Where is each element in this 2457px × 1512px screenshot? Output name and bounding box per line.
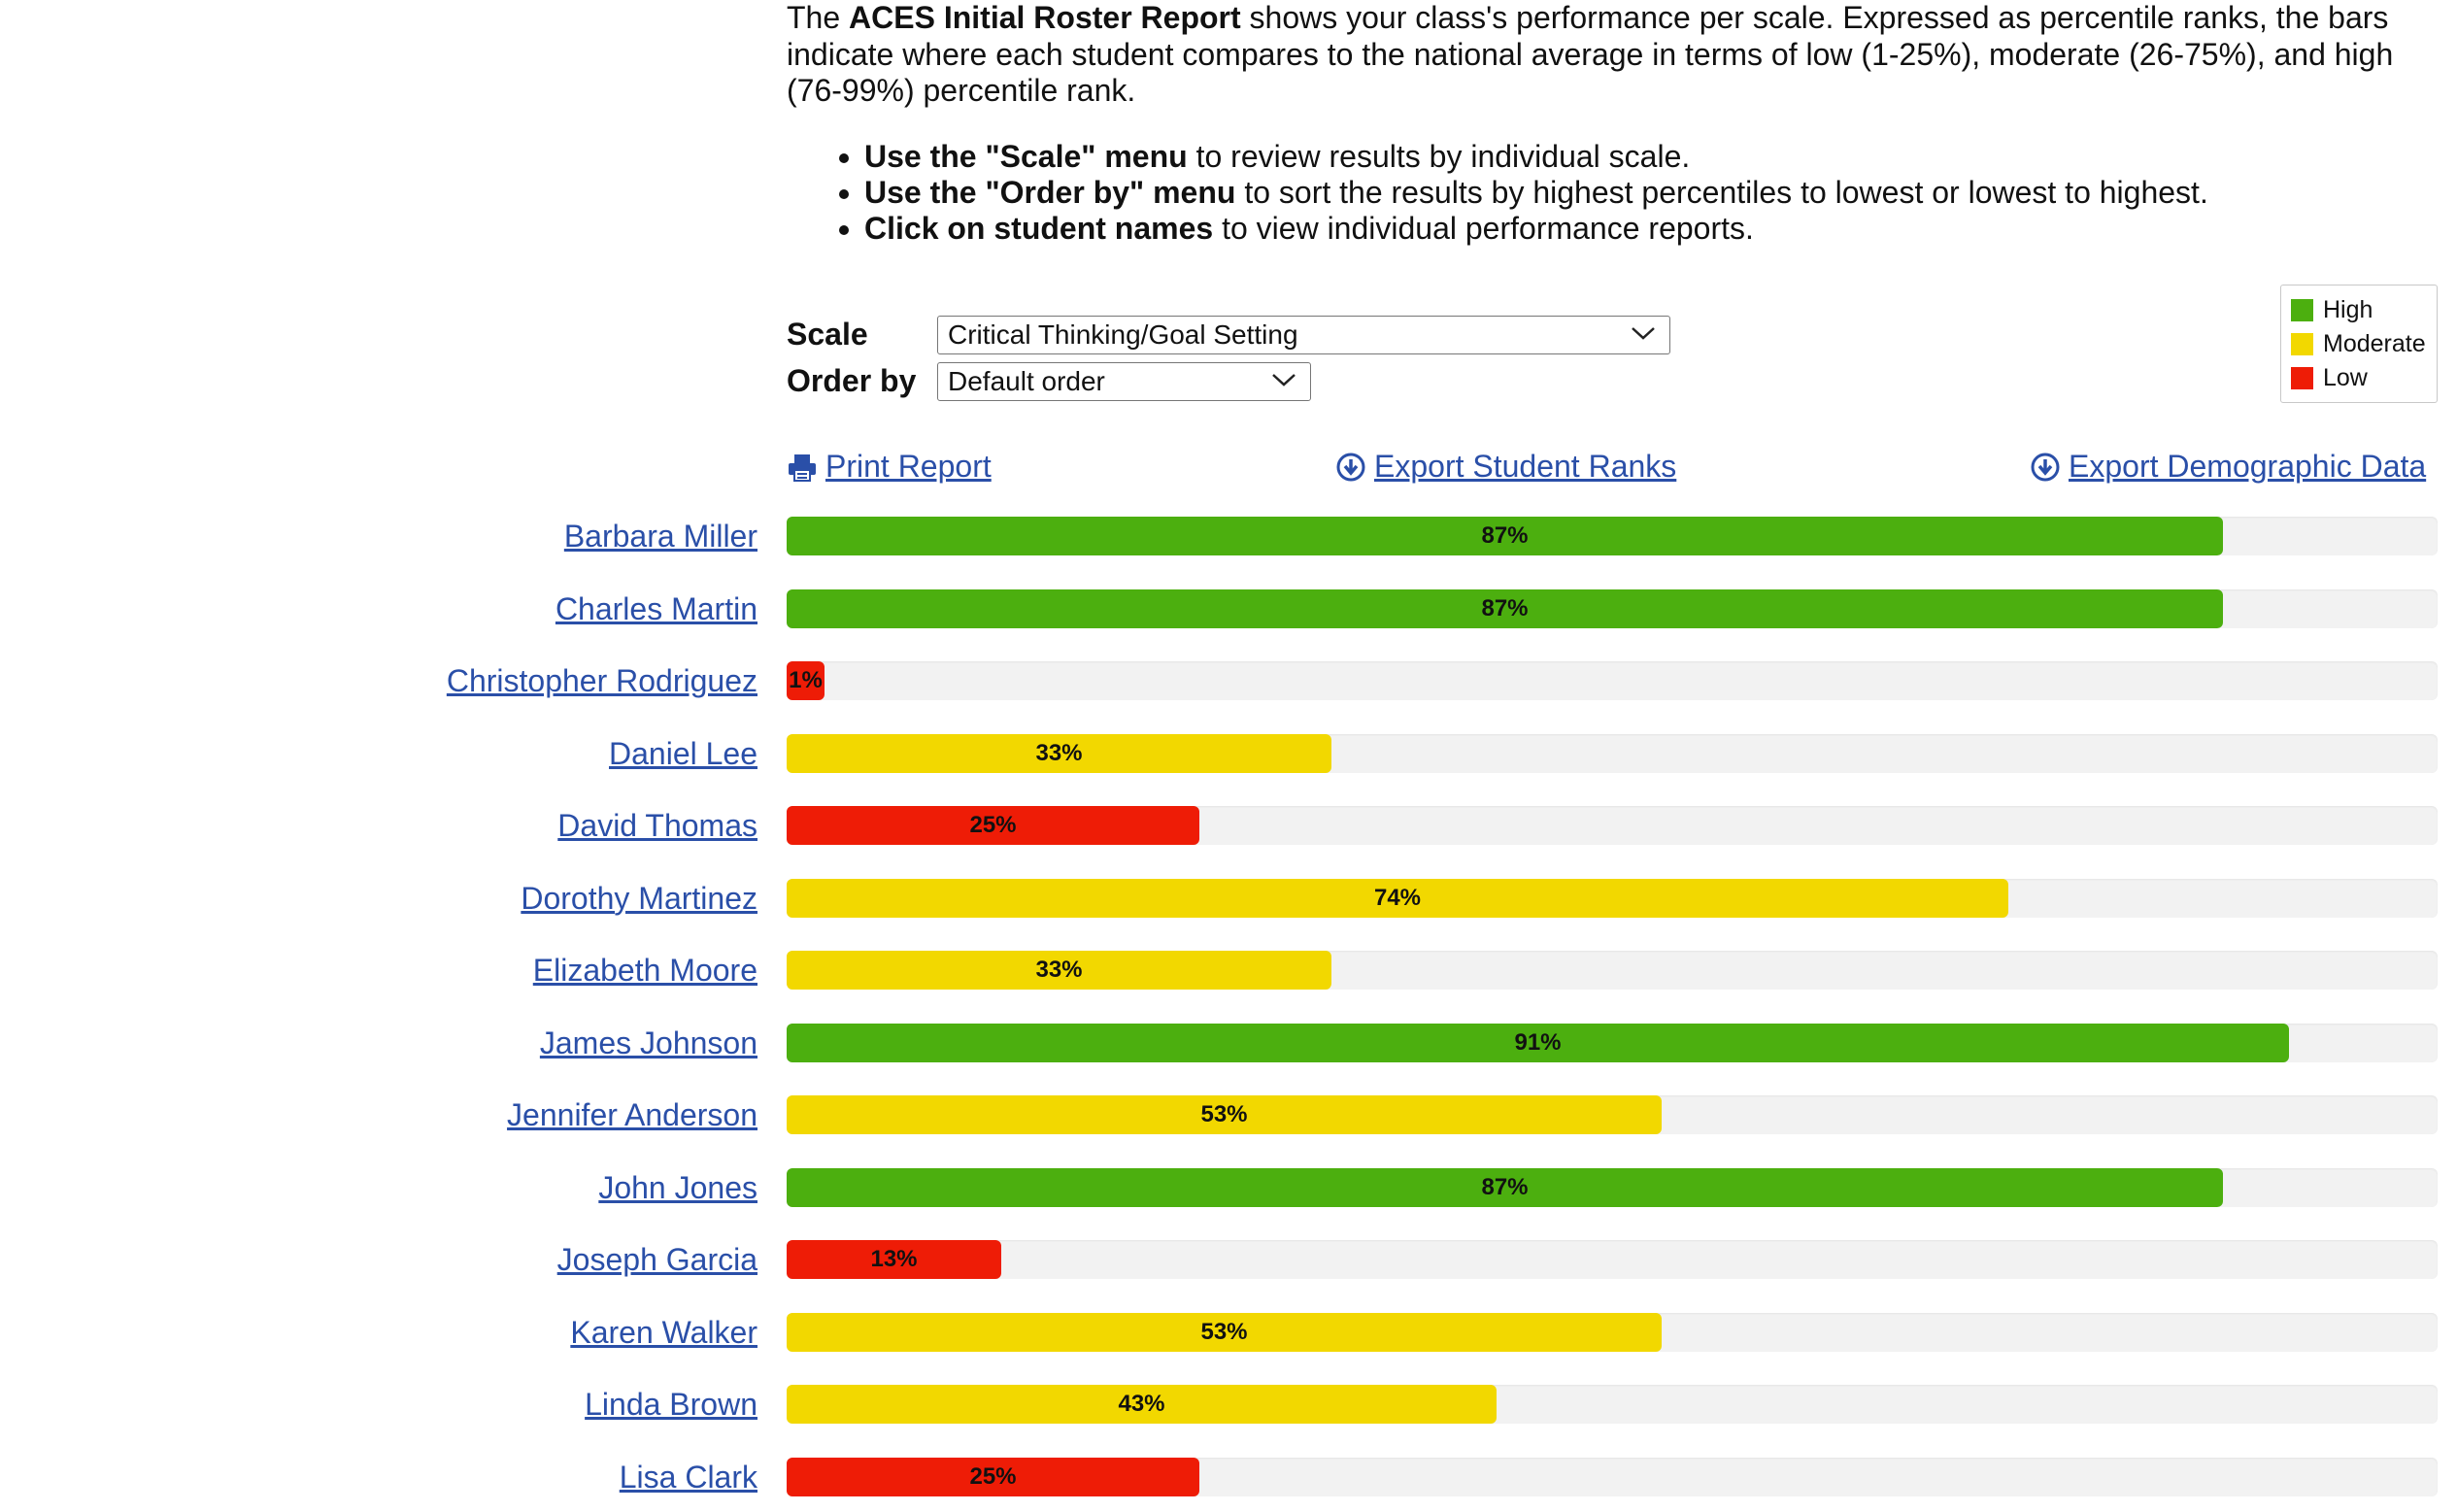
scale-select[interactable]: Critical Thinking/Goal Setting: [937, 316, 1670, 354]
student-name-link[interactable]: Elizabeth Moore: [532, 953, 757, 988]
percentile-bar-track: 87%: [787, 1167, 2438, 1207]
percentile-bar-track: 91%: [787, 1023, 2438, 1062]
student-name-link[interactable]: Joseph Garcia: [556, 1242, 757, 1277]
percentile-bar-high: 91%: [787, 1023, 2289, 1062]
instruction-item: Use the "Scale" menu to review results b…: [864, 139, 2438, 175]
student-row: Joseph Garcia 13%: [0, 1238, 2457, 1281]
percentile-bar-track: 33%: [787, 951, 2438, 990]
intro-text: shows your class's performance per scale…: [787, 0, 2394, 108]
student-row: Charles Martin 87%: [0, 588, 2457, 630]
student-name-link[interactable]: Christopher Rodriguez: [446, 663, 757, 698]
student-row: Christopher Rodriguez 1%: [0, 659, 2457, 702]
download-circle-icon: [2031, 453, 2060, 481]
student-name-link[interactable]: Jennifer Anderson: [507, 1097, 757, 1132]
percentile-bar-track: 87%: [787, 517, 2438, 555]
percentile-bar-low: 25%: [787, 1457, 1199, 1496]
download-circle-icon: [1336, 453, 1365, 481]
percentile-bar-moderate: 33%: [787, 733, 1331, 773]
order-by-select-value: Default order: [948, 366, 1105, 396]
percentile-bar-track: 43%: [787, 1385, 2438, 1424]
student-row: Dorothy Martinez 74%: [0, 877, 2457, 920]
percentile-bar-high: 87%: [787, 588, 2223, 628]
percentile-bar-moderate: 74%: [787, 878, 2008, 918]
student-name-link[interactable]: Charles Martin: [555, 590, 757, 626]
legend-swatch-high: [2291, 299, 2313, 321]
percentile-bar-track: 25%: [787, 1457, 2438, 1496]
percentile-bar-track: 13%: [787, 1240, 2438, 1279]
percentile-bar-track: 74%: [787, 878, 2438, 918]
student-row: John Jones 87%: [0, 1166, 2457, 1209]
percentile-bar-moderate: 53%: [787, 1095, 1662, 1134]
percentile-bar-low: 25%: [787, 806, 1199, 845]
chevron-down-icon: [1632, 327, 1655, 340]
intro-prefix: The: [787, 0, 850, 35]
report-actions: Print Report Export Student Ranks Export…: [787, 449, 2438, 491]
intro-paragraph: The ACES Initial Roster Report shows you…: [787, 0, 2438, 110]
percentile-bar-track: 1%: [787, 661, 2438, 700]
percentile-bar-track: 87%: [787, 588, 2438, 628]
percentile-bar-high: 87%: [787, 517, 2223, 555]
student-row: Barbara Miller 87%: [0, 515, 2457, 557]
report-controls: Scale Critical Thinking/Goal Setting Ord…: [787, 285, 2438, 414]
printer-icon: [789, 454, 816, 482]
legend-swatch-low: [2291, 367, 2313, 389]
student-row: Elizabeth Moore 33%: [0, 949, 2457, 991]
student-name-link[interactable]: John Jones: [598, 1169, 757, 1205]
report-title: ACES Initial Roster Report: [849, 0, 1241, 35]
legend-swatch-moderate: [2291, 333, 2313, 355]
percentile-bar-track: 33%: [787, 733, 2438, 773]
print-report-link[interactable]: Print Report: [787, 449, 992, 485]
instruction-item: Click on student names to view individua…: [864, 211, 2438, 247]
student-name-link[interactable]: David Thomas: [557, 808, 757, 843]
order-by-select[interactable]: Default order: [937, 362, 1311, 401]
chevron-down-icon: [1272, 374, 1296, 386]
instructions-list: Use the "Scale" menu to review results b…: [787, 139, 2438, 247]
export-demographic-data-link[interactable]: Export Demographic Data: [2030, 449, 2426, 485]
legend-item-low: Low: [2291, 361, 2437, 395]
student-name-link[interactable]: Linda Brown: [585, 1387, 757, 1422]
student-row: Karen Walker 53%: [0, 1311, 2457, 1354]
student-name-link[interactable]: Dorothy Martinez: [521, 880, 757, 916]
report-main: The ACES Initial Roster Report shows you…: [787, 0, 2438, 484]
student-row: Linda Brown 43%: [0, 1383, 2457, 1426]
student-name-link[interactable]: Lisa Clark: [619, 1459, 757, 1495]
scale-select-value: Critical Thinking/Goal Setting: [948, 319, 1298, 350]
percentile-bar-moderate: 43%: [787, 1385, 1497, 1424]
percentile-bar-track: 53%: [787, 1095, 2438, 1134]
student-name-link[interactable]: Karen Walker: [570, 1314, 757, 1350]
student-name-link[interactable]: Barbara Miller: [563, 519, 757, 554]
percentile-bar-low: 1%: [787, 661, 825, 700]
student-row: Lisa Clark 25%: [0, 1456, 2457, 1498]
order-by-label: Order by: [787, 363, 917, 398]
instruction-item: Use the "Order by" menu to sort the resu…: [864, 175, 2438, 211]
percentile-bar-high: 87%: [787, 1167, 2223, 1207]
student-row: Daniel Lee 33%: [0, 732, 2457, 775]
percentile-bar-low: 13%: [787, 1240, 1001, 1279]
legend: High Moderate Low: [2280, 285, 2438, 403]
percentile-bar-moderate: 53%: [787, 1312, 1662, 1352]
legend-item-moderate: Moderate: [2291, 327, 2437, 361]
percentile-bar-track: 53%: [787, 1312, 2438, 1352]
percentile-bar-moderate: 33%: [787, 951, 1331, 990]
student-name-link[interactable]: Daniel Lee: [609, 735, 757, 771]
student-row: Jennifer Anderson 53%: [0, 1093, 2457, 1136]
export-student-ranks-link[interactable]: Export Student Ranks: [1335, 449, 1676, 485]
student-name-link[interactable]: James Johnson: [539, 1025, 757, 1060]
student-row: James Johnson 91%: [0, 1022, 2457, 1064]
student-row: David Thomas 25%: [0, 804, 2457, 847]
percentile-bar-track: 25%: [787, 806, 2438, 845]
scale-label: Scale: [787, 317, 868, 352]
legend-item-high: High: [2291, 293, 2437, 327]
